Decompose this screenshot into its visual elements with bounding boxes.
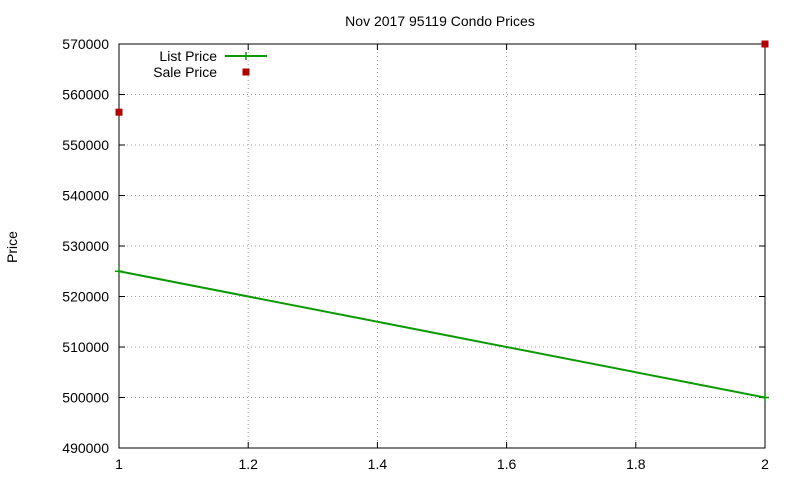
x-tick-label: 1.6 (497, 456, 517, 472)
legend-swatch-marker (242, 68, 250, 76)
data-point-sale-price (761, 40, 769, 48)
chart-title: Nov 2017 95119 Condo Prices (345, 13, 535, 29)
x-tick-label: 1.2 (238, 456, 258, 472)
grid (119, 44, 765, 448)
x-tick-label: 1.4 (368, 456, 388, 472)
y-tick-label: 550000 (62, 137, 109, 153)
data-point-list-price (115, 267, 123, 276)
data-point-sale-price (115, 108, 123, 116)
y-tick-label: 510000 (62, 339, 109, 355)
x-tick-label: 1 (115, 456, 123, 472)
y-tick-label: 560000 (62, 87, 109, 103)
legend-label: List Price (159, 48, 217, 64)
y-axis-label: Price (4, 231, 20, 263)
x-tick-label: 1.8 (626, 456, 646, 472)
series-layer (115, 40, 769, 402)
y-tick-label: 530000 (62, 238, 109, 254)
series-line-list-price (118, 270, 766, 399)
y-tick-label: 520000 (62, 289, 109, 305)
y-tick-label: 500000 (62, 390, 109, 406)
axis-ticks: 1 1.2 1.4 1.6 1.8 2 490000 500000 510000 520000 53… (62, 36, 769, 472)
y-tick-label: 570000 (62, 36, 109, 52)
legend-label: Sale Price (153, 64, 217, 80)
y-tick-label: 490000 (62, 440, 109, 456)
x-tick-label: 2 (761, 456, 769, 472)
y-tick-label: 540000 (62, 188, 109, 204)
data-point-list-price (761, 393, 769, 402)
